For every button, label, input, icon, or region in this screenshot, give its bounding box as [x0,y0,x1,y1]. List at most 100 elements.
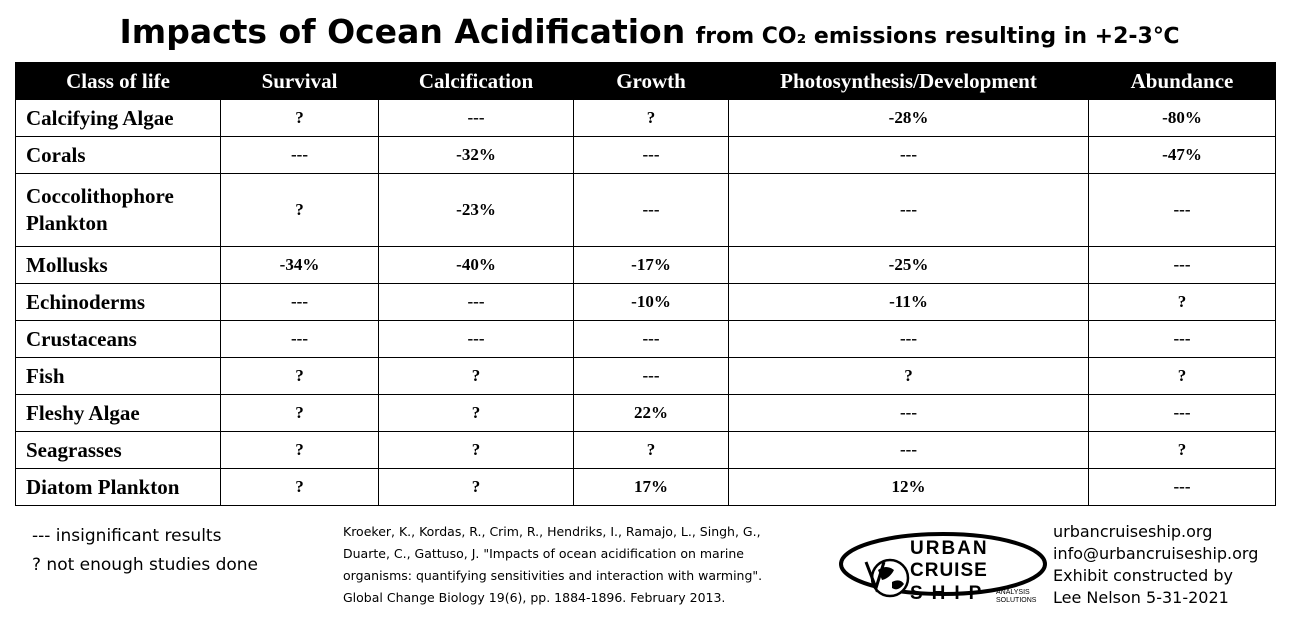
table-cell: --- [220,136,379,174]
table-row: Diatom Plankton ? ? 17% 12% --- [15,468,1276,506]
table-cell: --- [728,173,1089,247]
row-name: Seagrasses [15,431,221,469]
row-name: Diatom Plankton [15,468,221,506]
header-photosynthesis-development: Photosynthesis/Development [728,62,1089,100]
row-name: Coccolithophore Plankton [15,173,221,247]
table-row: Fleshy Algae ? ? 22% --- --- [15,394,1276,432]
impacts-table: Class of life Survival Calcification Gro… [15,62,1276,506]
urban-cruise-ship-logo: URBAN CRUISE SHIP ANALYSIS SOLUTIONS [839,532,1047,604]
row-name: Crustaceans [15,320,221,358]
continents-icon [878,567,904,590]
table-row: Coccolithophore Plankton ? -23% --- --- -… [15,173,1276,247]
table-row: Seagrasses ? ? ? --- ? [15,431,1276,469]
table-cell: ? [220,173,379,247]
table-cell: --- [728,320,1089,358]
page-title: Impacts of Ocean Acidification from CO₂ … [0,12,1299,51]
header-calcification: Calcification [378,62,574,100]
table-cell: ? [573,431,729,469]
table-cell: -10% [573,283,729,321]
table-cell: --- [573,136,729,174]
header-abundance: Abundance [1088,62,1276,100]
table-cell: ? [378,468,574,506]
table-cell: ? [1088,431,1276,469]
table-cell: -80% [1088,99,1276,137]
citation-line: Kroeker, K., Kordas, R., Crim, R., Hendr… [343,524,761,539]
table-cell: -25% [728,246,1089,284]
table-cell: ? [220,468,379,506]
table-row: Fish ? ? --- ? ? [15,357,1276,395]
title-main: Impacts of Ocean Acidification [119,12,686,51]
table-cell: --- [728,136,1089,174]
table-cell: --- [1088,320,1276,358]
header-class-of-life: Class of life [15,62,221,100]
table-cell: --- [220,283,379,321]
header-row: Class of life Survival Calcification Gro… [15,62,1276,100]
row-name-line-1: Coccolithophore [26,184,174,208]
row-name: Mollusks [15,246,221,284]
table-cell: --- [1088,173,1276,247]
table-cell: -17% [573,246,729,284]
credit-line: Exhibit constructed by [1053,566,1233,585]
table-cell: --- [728,431,1089,469]
logo-word-cruise: CRUISE [910,560,988,581]
logo-tagline-solutions: SOLUTIONS [996,597,1037,604]
credit-author-date: Lee Nelson 5-31-2021 [1053,588,1229,607]
row-name: Fleshy Algae [15,394,221,432]
header-survival: Survival [220,62,379,100]
table-cell: -32% [378,136,574,174]
table-cell: --- [728,394,1089,432]
table-cell: -28% [728,99,1089,137]
citation-line: organisms: quantifying sensitivities and… [343,568,763,583]
table-cell: ? [220,357,379,395]
table-cell: ? [728,357,1089,395]
table-cell: ? [378,394,574,432]
website-text: urbancruiseship.org [1053,522,1213,541]
citation: Kroeker, K., Kordas, R., Crim, R., Hendr… [343,521,813,609]
table-cell: -11% [728,283,1089,321]
legend: --- insignificant results ? not enough s… [32,522,258,580]
contact-info: urbancruiseship.org info@urbancruiseship… [1053,521,1258,609]
table-row: Crustaceans --- --- --- --- --- [15,320,1276,358]
legend-not-enough-studies: ? not enough studies done [32,555,259,575]
table-cell: --- [573,173,729,247]
logo-tagline-analysis: ANALYSIS [996,589,1030,596]
table-cell: --- [573,357,729,395]
row-name-line-2: Plankton [26,211,108,235]
citation-line: Duarte, C., Gattuso, J. "Impacts of ocea… [343,546,744,561]
citation-line: Global Change Biology 19(6), pp. 1884-18… [343,590,726,605]
table-cell: -23% [378,173,574,247]
table-cell: -40% [378,246,574,284]
logo-word-urban: URBAN [910,538,989,559]
table-cell: ? [378,431,574,469]
logo-u-mark [864,561,886,593]
logo-swoosh [839,532,1047,596]
table-cell: --- [1088,394,1276,432]
table-row: Mollusks -34% -40% -17% -25% --- [15,246,1276,284]
table-row: Corals --- -32% --- --- -47% [15,136,1276,174]
table-cell: -47% [1088,136,1276,174]
table-cell: ? [220,431,379,469]
table-cell: ? [573,99,729,137]
title-subtitle: from CO₂ emissions resulting in +2-3℃ [695,24,1180,49]
row-name: Corals [15,136,221,174]
table-cell: ? [1088,283,1276,321]
table-row: Calcifying Algae ? --- ? -28% -80% [15,99,1276,137]
row-name: Fish [15,357,221,395]
table-cell: --- [378,320,574,358]
table-cell: --- [573,320,729,358]
row-name: Echinoderms [15,283,221,321]
table-cell: --- [378,283,574,321]
table-cell: 12% [728,468,1089,506]
table-cell: --- [1088,468,1276,506]
table-cell: ? [220,394,379,432]
table-cell: --- [1088,246,1276,284]
table-cell: --- [220,320,379,358]
table-cell: ? [1088,357,1276,395]
table-cell: 22% [573,394,729,432]
globe-icon [870,558,910,598]
row-name: Calcifying Algae [15,99,221,137]
table-cell: --- [378,99,574,137]
header-growth: Growth [573,62,729,100]
table-row: Echinoderms --- --- -10% -11% ? [15,283,1276,321]
table-cell: -34% [220,246,379,284]
